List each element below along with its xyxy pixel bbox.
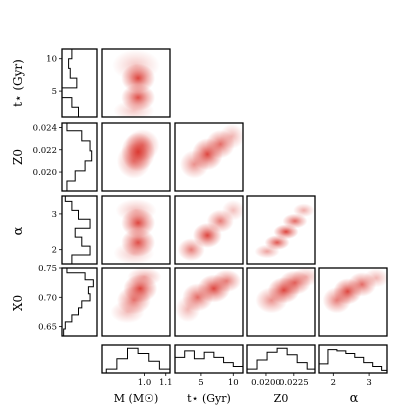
panel-frame — [101, 48, 171, 118]
left-marginal-X0 — [59, 267, 98, 337]
histogram-step-X0 — [62, 267, 94, 337]
histogram-step-M — [105, 347, 171, 373]
density-blob — [113, 241, 155, 264]
density-blob — [127, 268, 162, 287]
y-tick-label-X0: 0.65 — [38, 323, 57, 333]
panel-frame — [174, 267, 244, 337]
y-tick-label-Z0: 0.024 — [33, 123, 57, 133]
left-marginal-alpha — [59, 195, 98, 265]
x-tick-label-M: 1.1 — [159, 378, 173, 388]
density-panel-M-vs-Z0 — [101, 122, 171, 192]
density-blob — [116, 143, 151, 179]
panel-frame — [101, 344, 171, 374]
panel-frame — [101, 195, 171, 265]
density-panel-M-vs-X0 — [101, 267, 171, 337]
density-blob — [175, 295, 201, 323]
density-panel-Z0-vs-X0 — [246, 267, 316, 337]
y-tick-label-X0: 0.75 — [38, 264, 57, 274]
density-panel-M-vs-t_star — [101, 48, 171, 118]
xlabel-z0: Z0 — [274, 392, 289, 405]
histogram-step-Z0 — [246, 347, 316, 373]
ylabel-t-star: t⋆ (Gyr) — [11, 59, 25, 107]
y-tick-label-t_star: 10 — [46, 55, 57, 65]
density-blob — [293, 203, 315, 218]
density-panel-Z0-vs-alpha — [246, 195, 316, 265]
y-tick-label-X0: 0.70 — [38, 293, 57, 303]
x-tick-label-M: 1.0 — [138, 378, 152, 388]
y-tick-label-Z0: 0.020 — [33, 168, 57, 178]
xlabel-alpha: α — [350, 391, 359, 406]
bottom-marginal-t_star — [174, 344, 244, 376]
x-tick-label-t_star: 5 — [198, 378, 203, 388]
left-marginal-Z0 — [59, 122, 98, 192]
bottom-marginal-M — [101, 344, 171, 376]
bottom-marginal-Z0 — [246, 344, 316, 376]
density-blob — [291, 268, 315, 287]
bottom-marginal-alpha — [318, 344, 388, 376]
density-blob — [113, 100, 155, 117]
panel-frame — [318, 267, 388, 337]
panel-frame — [246, 344, 316, 374]
xlabel-t-star: t⋆ (Gyr) — [187, 392, 231, 405]
panel-frame — [61, 267, 98, 337]
histogram-step-alpha — [62, 195, 91, 265]
panel-frame — [61, 122, 98, 192]
panel-frame — [174, 344, 244, 374]
panel-frame — [101, 267, 171, 337]
histogram-step-alpha — [318, 349, 388, 373]
x-tick-label-Z0: 0.0225 — [279, 378, 309, 388]
panel-frame — [61, 48, 98, 118]
density-panel-M-vs-alpha — [101, 195, 171, 265]
density-blob — [110, 300, 145, 324]
panel-frame — [101, 122, 171, 192]
left-marginal-t_star — [59, 48, 98, 118]
density-blob — [282, 213, 308, 229]
histogram-step-t_star — [174, 350, 244, 373]
histogram-step-t_star — [61, 48, 79, 118]
density-blob — [221, 200, 243, 221]
histogram-step-Z0 — [62, 122, 93, 192]
density-blob — [363, 268, 387, 288]
y-tick-label-alpha: 2 — [52, 246, 57, 256]
ylabel-alpha: α — [11, 226, 26, 235]
xlabel-m: M (M☉) — [114, 392, 158, 405]
density-blob — [212, 269, 242, 293]
density-panel-t_star-vs-alpha — [174, 195, 244, 265]
density-blob — [112, 49, 160, 81]
panel-frame — [318, 344, 388, 374]
panel-frame — [246, 195, 316, 265]
y-tick-label-Z0: 0.022 — [33, 146, 57, 156]
y-tick-label-alpha: 3 — [52, 210, 57, 220]
ylabel-x0: X0 — [11, 295, 25, 311]
panel-frame — [174, 195, 244, 265]
density-panel-t_star-vs-Z0 — [174, 122, 244, 192]
density-blob — [219, 123, 243, 149]
panel-frame — [61, 195, 98, 265]
x-tick-label-t_star: 10 — [228, 378, 239, 388]
density-panel-alpha-vs-X0 — [318, 267, 388, 337]
x-tick-label-alpha: 3 — [366, 378, 371, 388]
y-tick-label-t_star: 5 — [52, 87, 57, 97]
density-panel-t_star-vs-X0 — [174, 267, 244, 337]
x-tick-label-alpha: 2 — [331, 378, 336, 388]
panel-frame — [246, 267, 316, 337]
x-tick-label-Z0: 0.0200 — [251, 378, 281, 388]
ylabel-z0: Z0 — [11, 149, 25, 165]
panel-frame — [174, 122, 244, 192]
density-blob — [115, 198, 157, 222]
